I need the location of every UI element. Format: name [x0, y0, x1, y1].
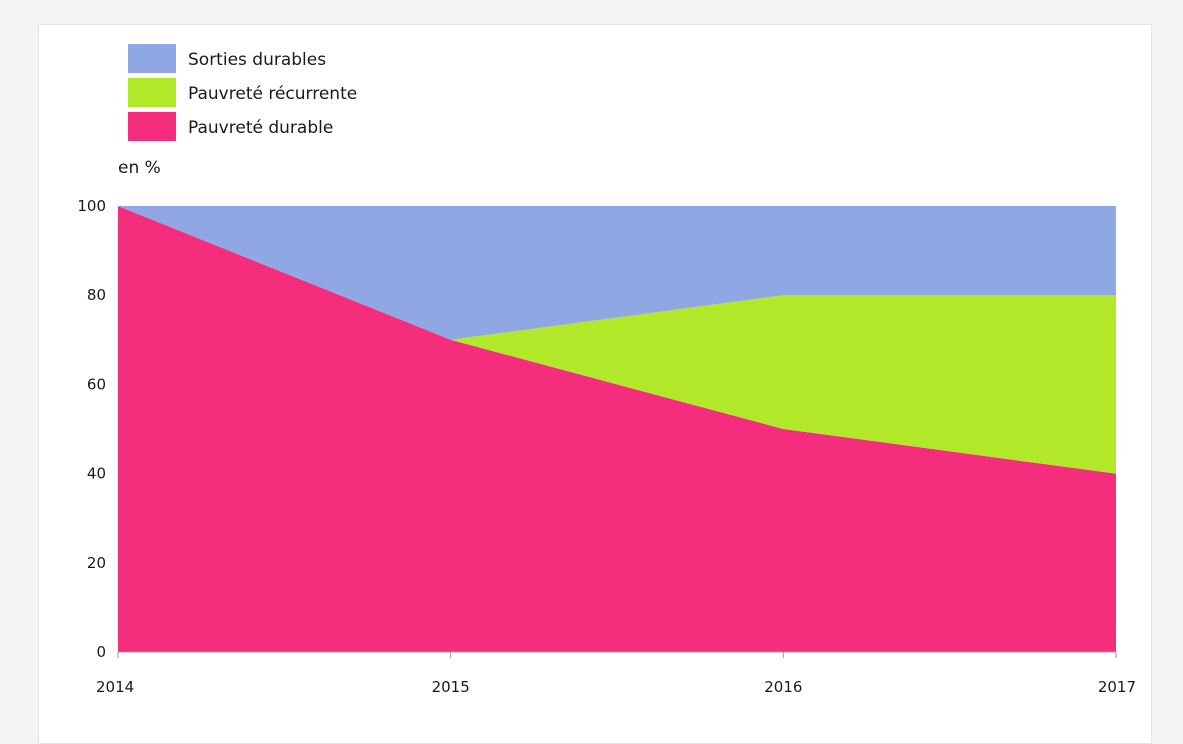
- legend: Sorties durables Pauvreté récurrente Pauvr…: [128, 44, 357, 141]
- y-axis-unit-label: en %: [118, 158, 161, 178]
- legend-label-pauvrete-recurrente: Pauvreté récurrente: [188, 84, 357, 104]
- y-tick-label: 100: [77, 197, 106, 215]
- legend-swatch-pauvrete-durable: [128, 112, 176, 141]
- plot-area: [118, 206, 1116, 652]
- x-tick-label: 2016: [764, 678, 802, 696]
- y-tick-label: 20: [87, 554, 106, 572]
- y-tick-label: 80: [87, 286, 106, 304]
- x-tick-label: 2017: [1098, 678, 1136, 696]
- area-pauvrete-durable: [118, 206, 1116, 652]
- legend-swatch-pauvrete-recurrente: [128, 78, 176, 107]
- area-pauvrete-recurrente: [118, 206, 1116, 474]
- x-tick-label: 2014: [96, 678, 134, 696]
- legend-label-sorties-durables: Sorties durables: [188, 50, 326, 70]
- axes: 0 20 40 60 80 100 2014 2015 2016 2017: [77, 197, 1136, 696]
- y-tick-label: 40: [87, 465, 106, 483]
- legend-swatch-sorties-durables: [128, 44, 176, 73]
- area-sorties-durables: [118, 206, 1116, 340]
- x-tick-label: 2015: [432, 678, 470, 696]
- legend-label-pauvrete-durable: Pauvreté durable: [188, 118, 333, 138]
- area-chart: Sorties durables Pauvreté récurrente Pauvr…: [77, 44, 1136, 696]
- y-tick-label: 0: [96, 643, 106, 661]
- y-tick-label: 60: [87, 375, 106, 393]
